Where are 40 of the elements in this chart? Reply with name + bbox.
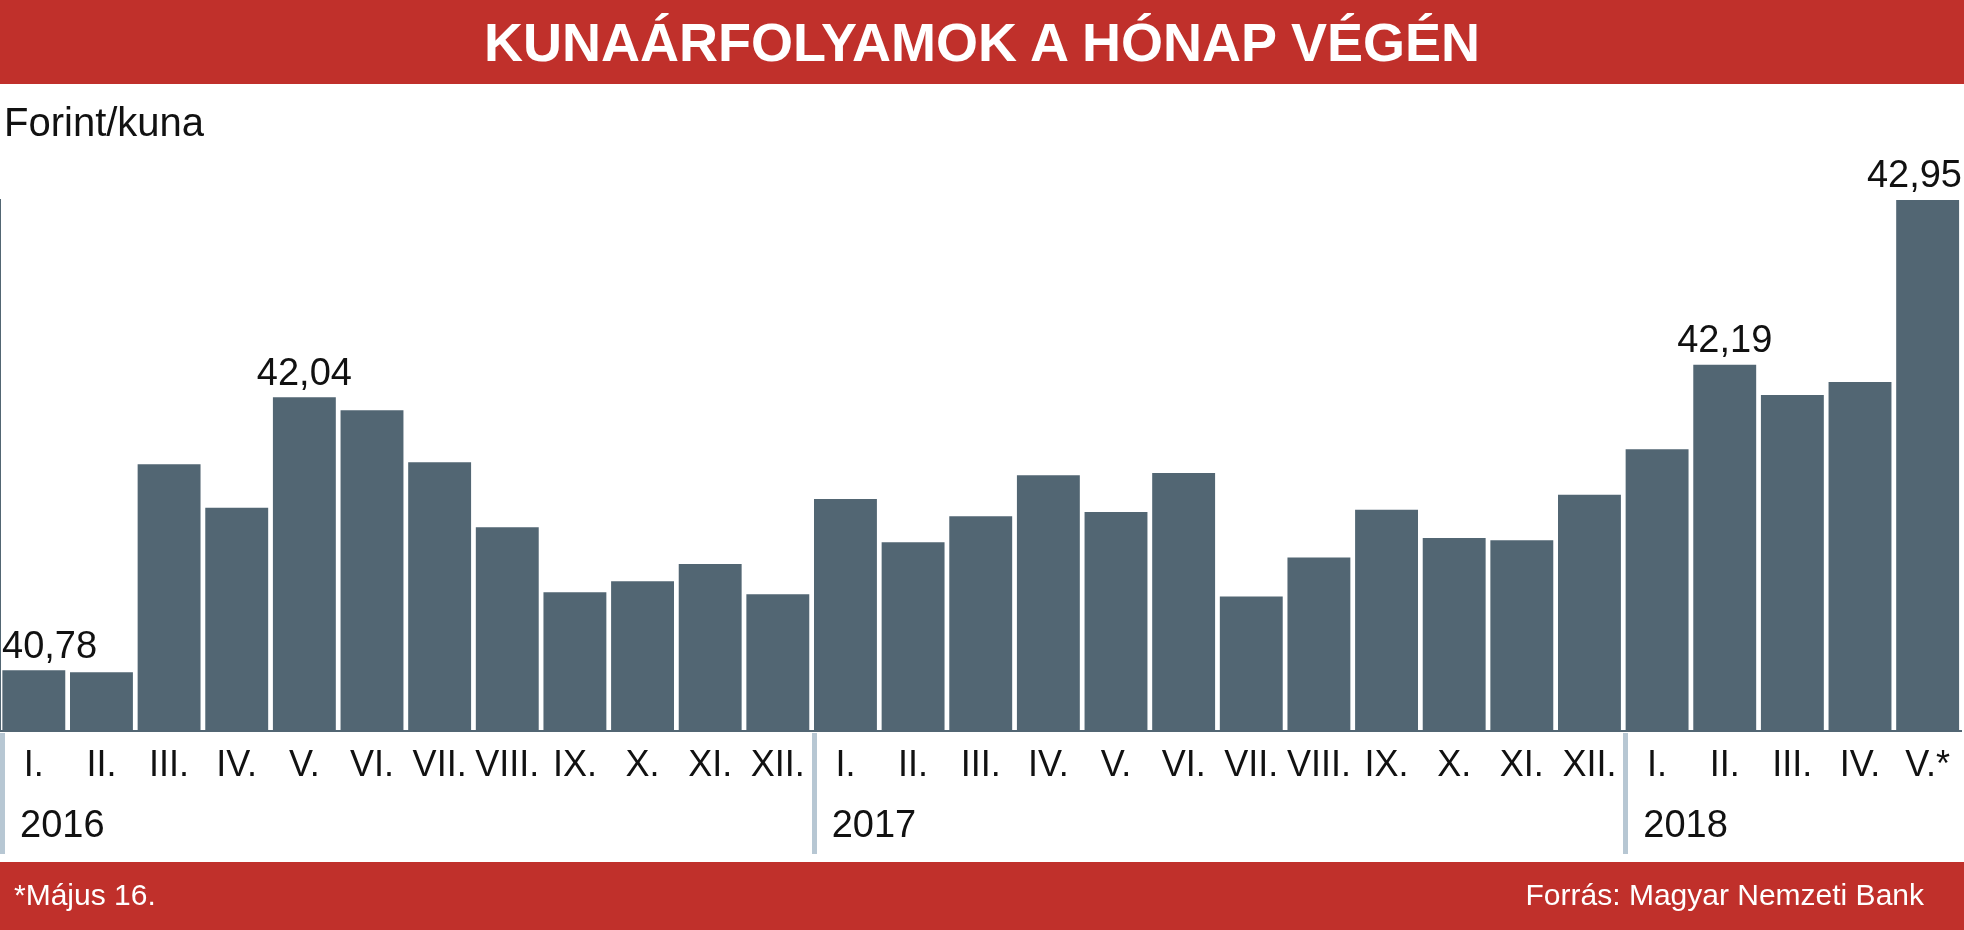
x-tick-label: I. <box>1647 743 1668 785</box>
x-tick-label: III. <box>149 743 190 785</box>
x-tick-label: IX. <box>1364 743 1409 785</box>
chart-title: KUNAÁRFOLYAMOK A HÓNAP VÉGÉN <box>0 0 1964 84</box>
x-tick-label: II. <box>1709 743 1740 785</box>
x-tick-label: IX. <box>552 743 597 785</box>
text: *Május 16. <box>14 878 156 912</box>
x-tick-label: XI. <box>688 743 733 785</box>
x-tick-label: V. <box>1100 743 1132 785</box>
x-tick-label: VII. <box>1224 743 1279 785</box>
x-tick-label: III. <box>960 743 1001 785</box>
x-tick-label: VI. <box>1161 743 1206 785</box>
x-tick-label: IV. <box>216 743 258 785</box>
x-tick-label: II. <box>898 743 929 785</box>
y-axis-title: Forint/kuna <box>4 100 205 145</box>
x-tick-label: VIII. <box>1286 743 1351 785</box>
x-tick-label: I. <box>835 743 856 785</box>
data-label: 42,04 <box>256 350 352 393</box>
x-tick-label: VII. <box>412 743 467 785</box>
text: 2018 <box>1643 803 1728 846</box>
x-tick-label: IV. <box>1028 743 1069 785</box>
x-tick-label: XI. <box>1499 743 1544 785</box>
x-tick-label: I. <box>23 743 44 785</box>
x-tick-label: V. <box>289 743 320 785</box>
text: Forrás: Magyar Nemzeti Bank <box>1525 878 1924 912</box>
x-tick-label: IV. <box>1839 743 1881 785</box>
x-tick-label: X. <box>1437 743 1472 785</box>
x-tick-label: X. <box>625 743 660 785</box>
data-label: 40,78 <box>2 623 98 666</box>
x-tick-label: VIII. <box>475 743 540 785</box>
x-tick-label: XII. <box>750 743 805 785</box>
text: 2017 <box>831 803 917 846</box>
x-tick-label: V.* <box>1905 743 1950 785</box>
x-tick-label: VI. <box>349 743 395 785</box>
text: 2016 <box>20 803 105 846</box>
x-tick-label: II. <box>86 743 117 785</box>
data-label: 42,19 <box>1677 318 1773 361</box>
data-label: 42,95 <box>1866 153 1962 196</box>
x-tick-label: III. <box>1772 743 1813 785</box>
x-tick-label: XII. <box>1562 743 1617 785</box>
